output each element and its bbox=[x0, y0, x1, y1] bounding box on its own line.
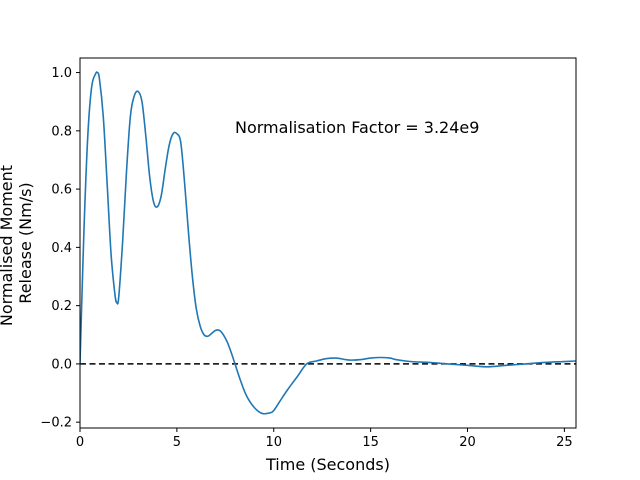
y-tick-label: −0.2 bbox=[40, 416, 72, 431]
x-tick-label: 10 bbox=[265, 435, 282, 450]
series-line-0 bbox=[80, 71, 576, 415]
y-axis: −0.2 0.0 0.2 0.4 0.6 0.8 1.0 bbox=[40, 66, 80, 431]
normalisation-factor-annotation: Normalisation Factor = 3.24e9 bbox=[235, 118, 479, 137]
y-tick-label: 0.6 bbox=[51, 183, 72, 198]
plot-area bbox=[80, 71, 576, 415]
y-tick-label: 0.4 bbox=[51, 241, 72, 256]
x-tick-label: 20 bbox=[459, 435, 476, 450]
y-tick-label: 1.0 bbox=[51, 66, 72, 81]
x-tick-label: 0 bbox=[76, 435, 84, 450]
x-tick-label: 5 bbox=[173, 435, 181, 450]
y-tick-label: 0.2 bbox=[51, 299, 72, 314]
y-tick-label: 0.8 bbox=[51, 124, 72, 139]
x-tick-label: 15 bbox=[362, 435, 379, 450]
y-axis-title-line-2: Release (Nm/s) bbox=[16, 182, 35, 303]
x-axis-title: Time (Seconds) bbox=[265, 455, 390, 474]
y-tick-label: 0.0 bbox=[51, 357, 72, 372]
x-axis: 0 5 10 15 20 25 bbox=[76, 428, 573, 450]
x-tick-label: 25 bbox=[556, 435, 573, 450]
y-axis-title-line-1: Normalised Moment bbox=[0, 165, 16, 326]
axes-frame bbox=[79, 57, 577, 429]
y-axis-title: Normalised Moment Release (Nm/s) bbox=[0, 160, 35, 326]
